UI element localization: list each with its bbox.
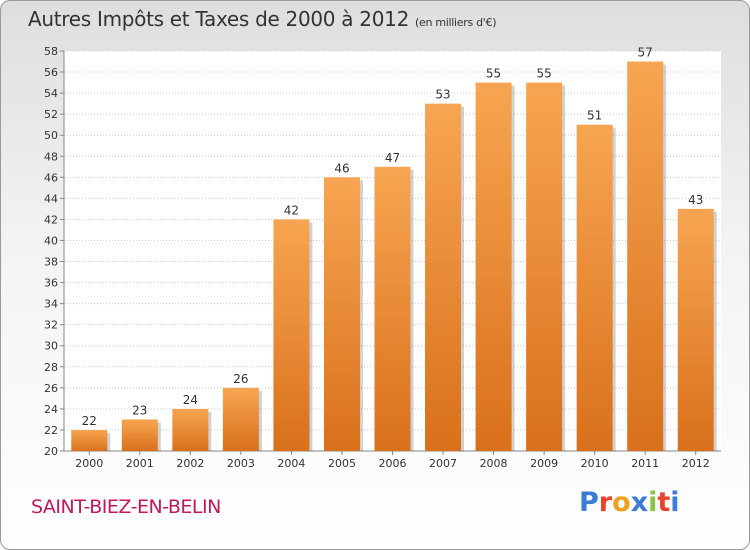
y-tick-label: 48 [44, 150, 58, 163]
x-tick-label-2011: 2011 [631, 457, 659, 470]
x-tick-label-2000: 2000 [75, 457, 103, 470]
data-label-2010: 51 [587, 109, 602, 123]
logo-letter: x [630, 487, 649, 518]
y-tick-label: 36 [44, 277, 58, 290]
y-tick-label: 50 [44, 129, 58, 142]
x-tick-label-2005: 2005 [328, 457, 356, 470]
y-tick-label: 26 [44, 382, 58, 395]
data-label-2007: 53 [435, 88, 450, 102]
chart-title: Autres Impôts et Taxes de 2000 à 2012 (en… [28, 7, 496, 31]
x-tick-label-2002: 2002 [176, 457, 204, 470]
bar-2007 [425, 103, 462, 451]
data-label-2009: 55 [536, 67, 551, 81]
bar-2008 [475, 82, 512, 451]
data-label-2008: 55 [486, 67, 501, 81]
commune-name: SAINT-BIEZ-EN-BELIN [31, 496, 221, 518]
y-tick-label: 34 [44, 298, 58, 311]
logo-letter: i [648, 487, 658, 518]
bar-2004 [273, 219, 310, 451]
data-label-2003: 26 [233, 372, 248, 386]
x-tick-label-2001: 2001 [126, 457, 154, 470]
logo-letter: o [612, 487, 631, 518]
x-tick-label-2010: 2010 [581, 457, 609, 470]
data-label-2005: 46 [334, 161, 349, 175]
data-label-2011: 57 [638, 46, 653, 60]
y-tick-label: 32 [44, 319, 58, 332]
bar-2002 [172, 408, 209, 451]
y-tick-label: 22 [44, 424, 58, 437]
logo-letter: t [657, 487, 671, 518]
data-label-2000: 22 [82, 414, 97, 428]
x-tick-label-2007: 2007 [429, 457, 457, 470]
y-tick-label: 56 [44, 66, 58, 79]
bar-2005 [323, 177, 360, 451]
y-tick-label: 24 [44, 403, 58, 416]
data-label-2002: 24 [183, 393, 198, 407]
y-tick-label: 40 [44, 234, 58, 247]
y-tick-label: 30 [44, 340, 58, 353]
proxiti-logo: Proxiti [579, 487, 680, 518]
chart-subtitle: (en milliers d'€) [415, 16, 497, 29]
x-tick-label-2003: 2003 [227, 457, 255, 470]
y-tick-label: 20 [44, 445, 58, 458]
chart-title-text: Autres Impôts et Taxes de 2000 à 2012 [28, 7, 409, 31]
data-label-2006: 47 [385, 151, 400, 165]
y-tick-label: 46 [44, 171, 58, 184]
bar-2001 [121, 419, 158, 451]
data-label-2004: 42 [284, 203, 299, 217]
y-tick-label: 28 [44, 361, 58, 374]
y-tick-label: 38 [44, 256, 58, 269]
x-tick-label-2012: 2012 [682, 457, 710, 470]
bar-2010 [576, 124, 613, 452]
bar-2011 [627, 61, 664, 452]
x-tick-label-2004: 2004 [277, 457, 305, 470]
x-tick-label-2006: 2006 [379, 457, 407, 470]
bar-2003 [222, 387, 259, 451]
data-label-2001: 23 [132, 403, 147, 417]
bar-2009 [526, 82, 563, 451]
y-tick-label: 54 [44, 87, 58, 100]
y-tick-label: 42 [44, 213, 58, 226]
bar-2006 [374, 166, 411, 451]
y-tick-label: 44 [44, 192, 58, 205]
bar-2012 [677, 208, 714, 451]
logo-letter: i [670, 487, 680, 518]
logo-letter: P [579, 487, 599, 518]
y-tick-label: 58 [44, 45, 58, 58]
bar-2000 [71, 429, 108, 451]
y-tick-label: 52 [44, 108, 58, 121]
data-label-2012: 43 [688, 193, 703, 207]
logo-letter: r [598, 487, 613, 518]
x-tick-label-2009: 2009 [530, 457, 558, 470]
x-tick-label-2008: 2008 [480, 457, 508, 470]
